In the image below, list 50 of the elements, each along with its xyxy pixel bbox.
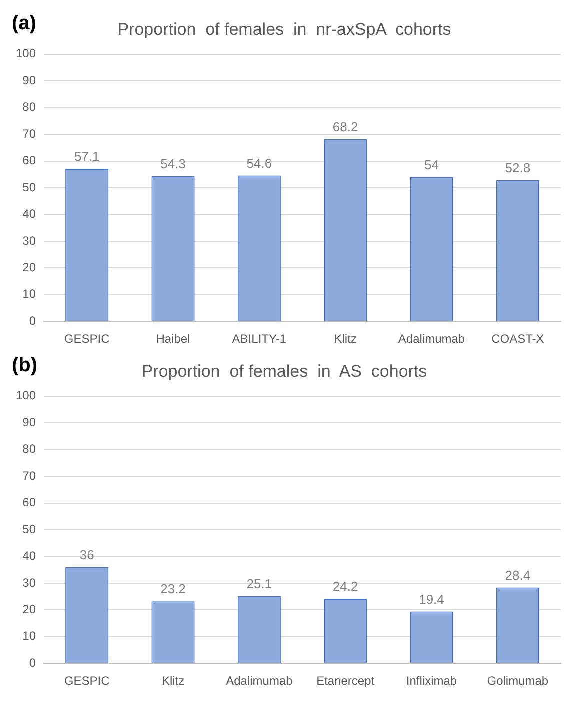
data-label: 68.2 <box>332 119 358 134</box>
data-label: 52.8 <box>505 160 531 176</box>
y-tick-label: 10 <box>22 287 36 302</box>
y-tick-label: 40 <box>22 207 36 222</box>
x-tick-label: GESPIC <box>64 674 110 688</box>
y-tick-label: 100 <box>16 46 36 61</box>
data-label: 36 <box>80 547 94 562</box>
y-tick-label: 20 <box>22 602 36 616</box>
data-label: 23.2 <box>160 582 186 597</box>
y-tick-label: 70 <box>22 468 36 483</box>
y-tick-label: 80 <box>22 100 36 114</box>
y-tick-label: 50 <box>22 522 36 536</box>
x-tick-label: Klitz <box>162 674 185 688</box>
x-tick-label: Haibel <box>156 332 190 346</box>
y-tick-label: 80 <box>22 442 36 456</box>
y-tick-label: 100 <box>16 388 36 403</box>
data-label: 28.4 <box>505 568 531 583</box>
y-tick-label: 0 <box>29 314 36 328</box>
y-tick-label: 60 <box>22 496 36 510</box>
x-tick-label: COAST-X <box>492 332 544 346</box>
x-tick-label: Adalimumab <box>226 674 294 688</box>
data-label: 54 <box>424 157 439 172</box>
text: (b) <box>12 354 38 377</box>
x-tick-label: GESPIC <box>64 332 110 346</box>
x-tick-label: Etanercept <box>316 674 376 688</box>
y-tick-label: 0 <box>29 656 36 670</box>
x-tick-label: Golimumab <box>487 674 549 688</box>
data-label: 57.1 <box>74 149 100 164</box>
x-tick-label: ABILITY-1 <box>232 332 287 346</box>
y-tick-label: 90 <box>22 73 36 88</box>
y-tick-label: 10 <box>22 629 36 644</box>
y-tick-label: 70 <box>22 126 36 141</box>
x-tick-label: Infliximab <box>406 674 458 688</box>
data-label: 24.2 <box>332 579 358 594</box>
y-tick-label: 20 <box>22 260 36 274</box>
chart-title: Proportion of females in AS cohorts <box>142 362 428 381</box>
y-tick-label: 30 <box>22 234 36 248</box>
y-tick-label: 60 <box>22 154 36 168</box>
text: (a) <box>12 12 36 35</box>
x-tick-label: Adalimumab <box>398 332 466 346</box>
data-label: 25.1 <box>246 576 272 592</box>
data-label: 54.6 <box>246 156 272 171</box>
chart-title: Proportion of females in nr-axSpA cohorts <box>118 20 452 39</box>
y-tick-label: 90 <box>22 415 36 430</box>
data-label: 54.3 <box>160 156 186 172</box>
y-tick-label: 30 <box>22 576 36 590</box>
x-tick-label: Klitz <box>334 332 357 346</box>
data-label: 19.4 <box>419 592 444 607</box>
y-tick-label: 40 <box>22 549 36 564</box>
y-tick-label: 50 <box>22 180 36 194</box>
